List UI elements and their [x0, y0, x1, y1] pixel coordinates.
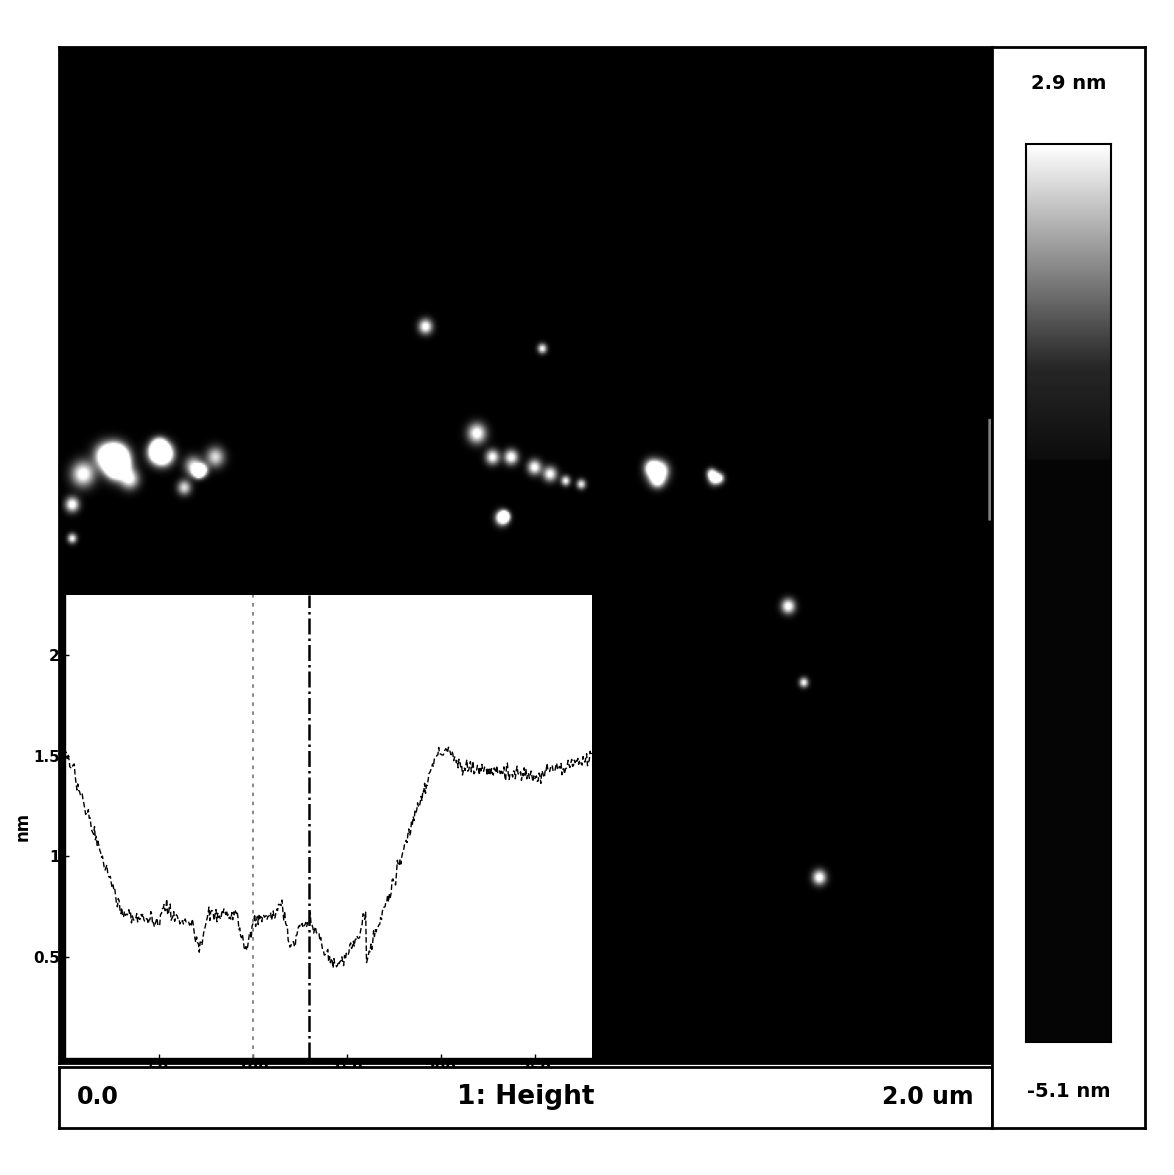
- Text: 2.9 nm: 2.9 nm: [1031, 74, 1106, 93]
- Text: 2.0 um: 2.0 um: [882, 1086, 973, 1109]
- Text: 0.0: 0.0: [77, 1086, 120, 1109]
- X-axis label: nm: nm: [313, 1079, 343, 1096]
- Text: -5.1 nm: -5.1 nm: [1026, 1082, 1111, 1101]
- Y-axis label: nm: nm: [13, 812, 32, 841]
- Text: 1: Height: 1: Height: [457, 1085, 594, 1110]
